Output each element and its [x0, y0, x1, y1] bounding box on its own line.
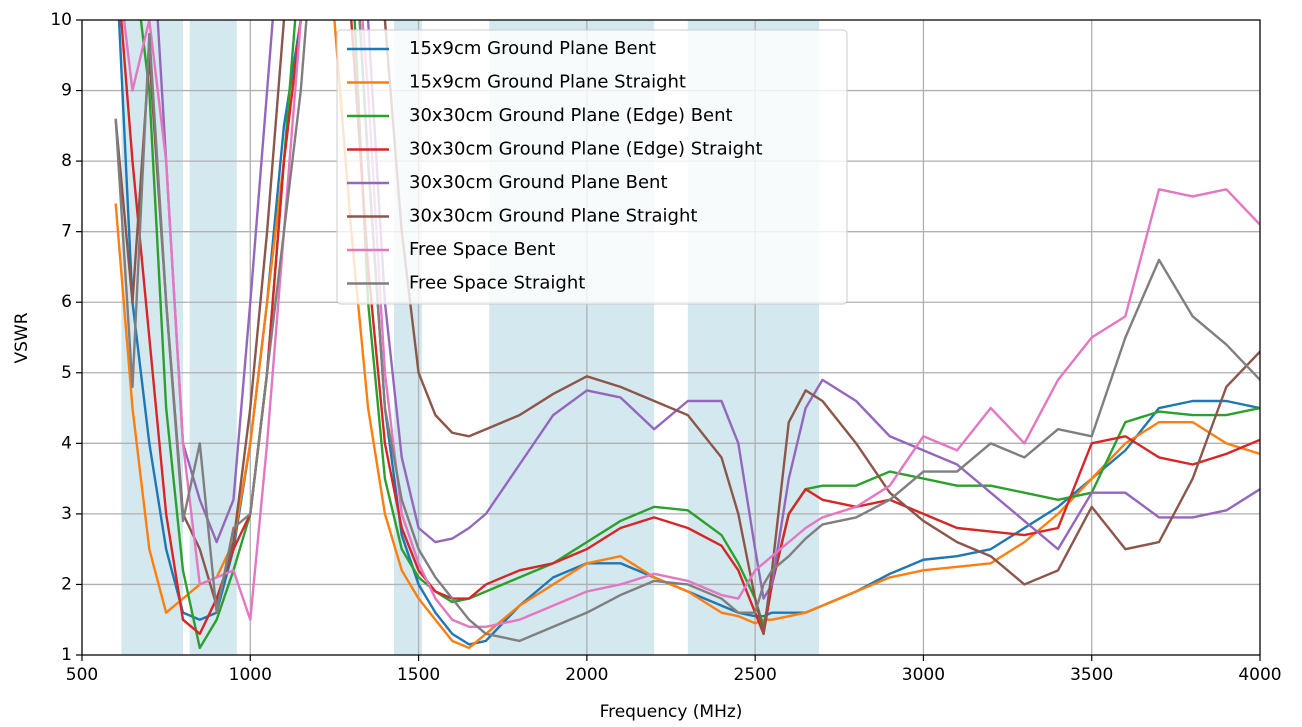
y-tick-label: 3 — [61, 504, 72, 524]
legend-box — [336, 29, 848, 305]
y-tick-label: 5 — [61, 363, 72, 383]
series-line — [122, 20, 1260, 628]
series-line — [114, 20, 1260, 650]
plot-foreground: 500 1000 1500 2000 2500 3000 3500 4000 1 2 3 4 5 6 7 8 9… — [50, 10, 1281, 685]
y-tick-label: 2 — [61, 574, 72, 594]
y-tick-label: 9 — [61, 81, 72, 101]
legend-label: 15x9cm Ground Plane Straight — [409, 72, 686, 93]
y-tick-label: 8 — [61, 151, 72, 171]
x-tick-label: 1000 — [229, 665, 272, 685]
x-tick-label: 3500 — [1070, 665, 1113, 685]
y-tick-label: 10 — [50, 10, 72, 30]
plot-lines — [114, 20, 1260, 650]
legend-label: Free Space Straight — [409, 273, 585, 294]
y-tick-label: 4 — [61, 433, 72, 453]
y-tick-label: 7 — [61, 222, 72, 242]
series-line — [114, 20, 1260, 636]
series-line — [156, 20, 1260, 600]
x-tick-label: 1500 — [397, 665, 440, 685]
legend-label: 30x30cm Ground Plane Bent — [409, 172, 668, 193]
y-axis-label: VSWR — [12, 312, 32, 363]
legend-label: Free Space Bent — [409, 239, 555, 260]
x-tick-label: 4000 — [1238, 665, 1281, 685]
legend-label: 30x30cm Ground Plane (Edge) Straight — [409, 139, 763, 160]
x-tick-label: 2500 — [734, 665, 777, 685]
legend-label: 30x30cm Ground Plane (Edge) Bent — [409, 105, 733, 126]
plot-frame — [81, 19, 1261, 656]
x-tick-label: 2000 — [565, 665, 608, 685]
y-tick-label: 6 — [61, 292, 72, 312]
y-tick-label: 1 — [61, 645, 72, 665]
x-tick-label: 3000 — [902, 665, 945, 685]
series-line — [114, 20, 1260, 643]
x-tick-label: 500 — [66, 665, 98, 685]
legend-label: 15x9cm Ground Plane Bent — [409, 38, 656, 59]
x-axis-label: Frequency (MHz) — [600, 702, 743, 722]
legend-label: 30x30cm Ground Plane Straight — [409, 206, 697, 227]
